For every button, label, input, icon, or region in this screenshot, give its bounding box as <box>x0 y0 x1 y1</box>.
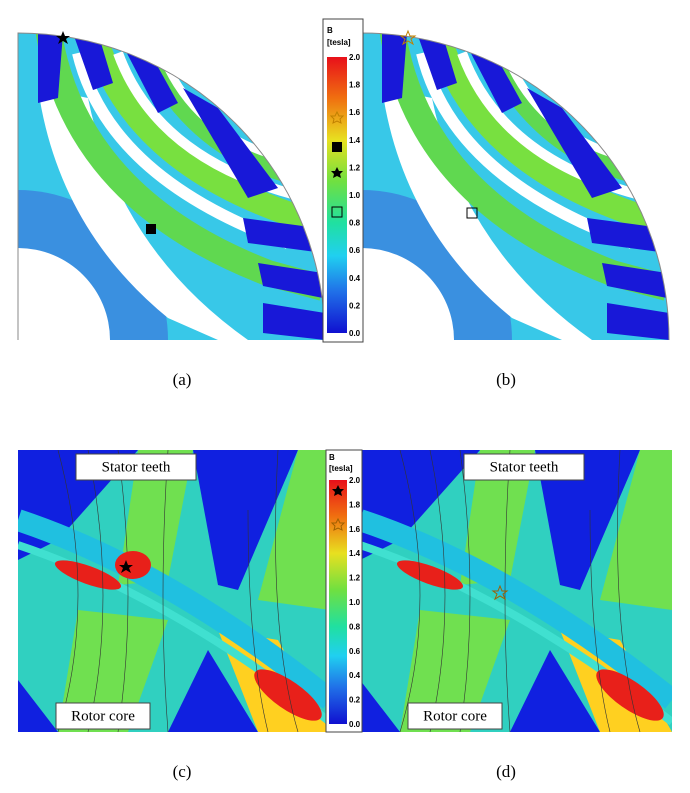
colorbar-tick-label: 1.2 <box>349 574 361 583</box>
label-box <box>55 702 151 730</box>
flux-map <box>360 450 672 732</box>
colorbar-tick-label: 0.6 <box>349 246 361 255</box>
colorbar-tick-label: 1.8 <box>349 81 361 90</box>
star-marker <box>119 560 133 573</box>
flux-map <box>0 28 328 490</box>
label-box <box>407 702 503 730</box>
region-label: Rotor core <box>71 708 135 724</box>
flux-map <box>18 450 330 732</box>
label-box <box>75 453 197 481</box>
caption: (c) <box>173 762 192 781</box>
colorbar-tick-label: 1.4 <box>349 549 361 558</box>
colorbar-tick-label: 2.0 <box>349 476 361 485</box>
colorbar-tick-label: 0.4 <box>349 671 361 680</box>
region-label: Stator teeth <box>490 459 559 475</box>
star-marker <box>399 29 417 46</box>
star-marker <box>491 584 509 601</box>
caption: (a) <box>173 370 192 389</box>
colorbar-tick-label: 0.0 <box>349 329 361 338</box>
colorbar: B [tesla] 2.0 1.8 1.6 1.4 1.2 1.0 0.8 0.6 0.4 0.2… <box>322 18 364 343</box>
panel-c: Stator teeth Rotor core <box>18 450 330 732</box>
colorbar-scale <box>327 57 347 333</box>
star-marker <box>330 517 346 531</box>
star-marker <box>56 31 70 44</box>
colorbar-tick-label: 1.4 <box>349 136 361 145</box>
colorbar-tick-label: 0.4 <box>349 274 361 283</box>
caption: (b) <box>496 370 516 389</box>
colorbar-tick-label: 1.0 <box>349 598 361 607</box>
square-marker <box>146 224 156 234</box>
region-label: Stator teeth <box>102 459 171 475</box>
colorbar-unit: [tesla] <box>327 38 351 47</box>
colorbar-tick-label: 0.8 <box>349 219 361 228</box>
caption: (d) <box>496 762 516 781</box>
star-marker <box>331 167 343 178</box>
colorbar-scale <box>329 480 347 724</box>
colorbar-tick-label: 0.2 <box>349 696 361 705</box>
square-marker <box>331 206 343 218</box>
colorbar-title: B <box>329 453 335 462</box>
star-marker <box>329 110 345 124</box>
panel-a <box>0 28 328 490</box>
colorbar-tick-label: 2.0 <box>349 53 361 62</box>
colorbar-unit: [tesla] <box>329 464 353 473</box>
colorbar-tick-label: 0.6 <box>349 647 361 656</box>
colorbar-tick-label: 1.8 <box>349 500 361 509</box>
square-marker <box>466 207 478 219</box>
region-label: Rotor core <box>423 708 487 724</box>
square-marker <box>332 142 342 152</box>
panel-d: Stator teeth Rotor core <box>360 450 672 732</box>
colorbar-tick-label: 0.0 <box>349 720 361 729</box>
colorbar-tick-label: 1.6 <box>349 525 361 534</box>
colorbar-tick-label: 1.2 <box>349 163 361 172</box>
star-marker <box>332 485 344 496</box>
colorbar-tick-label: 0.8 <box>349 622 361 631</box>
colorbar: B [tesla] 2.0 1.8 1.6 1.4 1.2 1.0 0.8 0.6 0.4 0.2… <box>325 449 363 733</box>
colorbar-tick-label: 0.2 <box>349 301 361 310</box>
colorbar-title: B <box>327 26 333 35</box>
panel-b <box>212 28 672 490</box>
colorbar-tick-label: 1.6 <box>349 108 361 117</box>
colorbar-tick-label: 1.0 <box>349 191 361 200</box>
label-box <box>463 453 585 481</box>
